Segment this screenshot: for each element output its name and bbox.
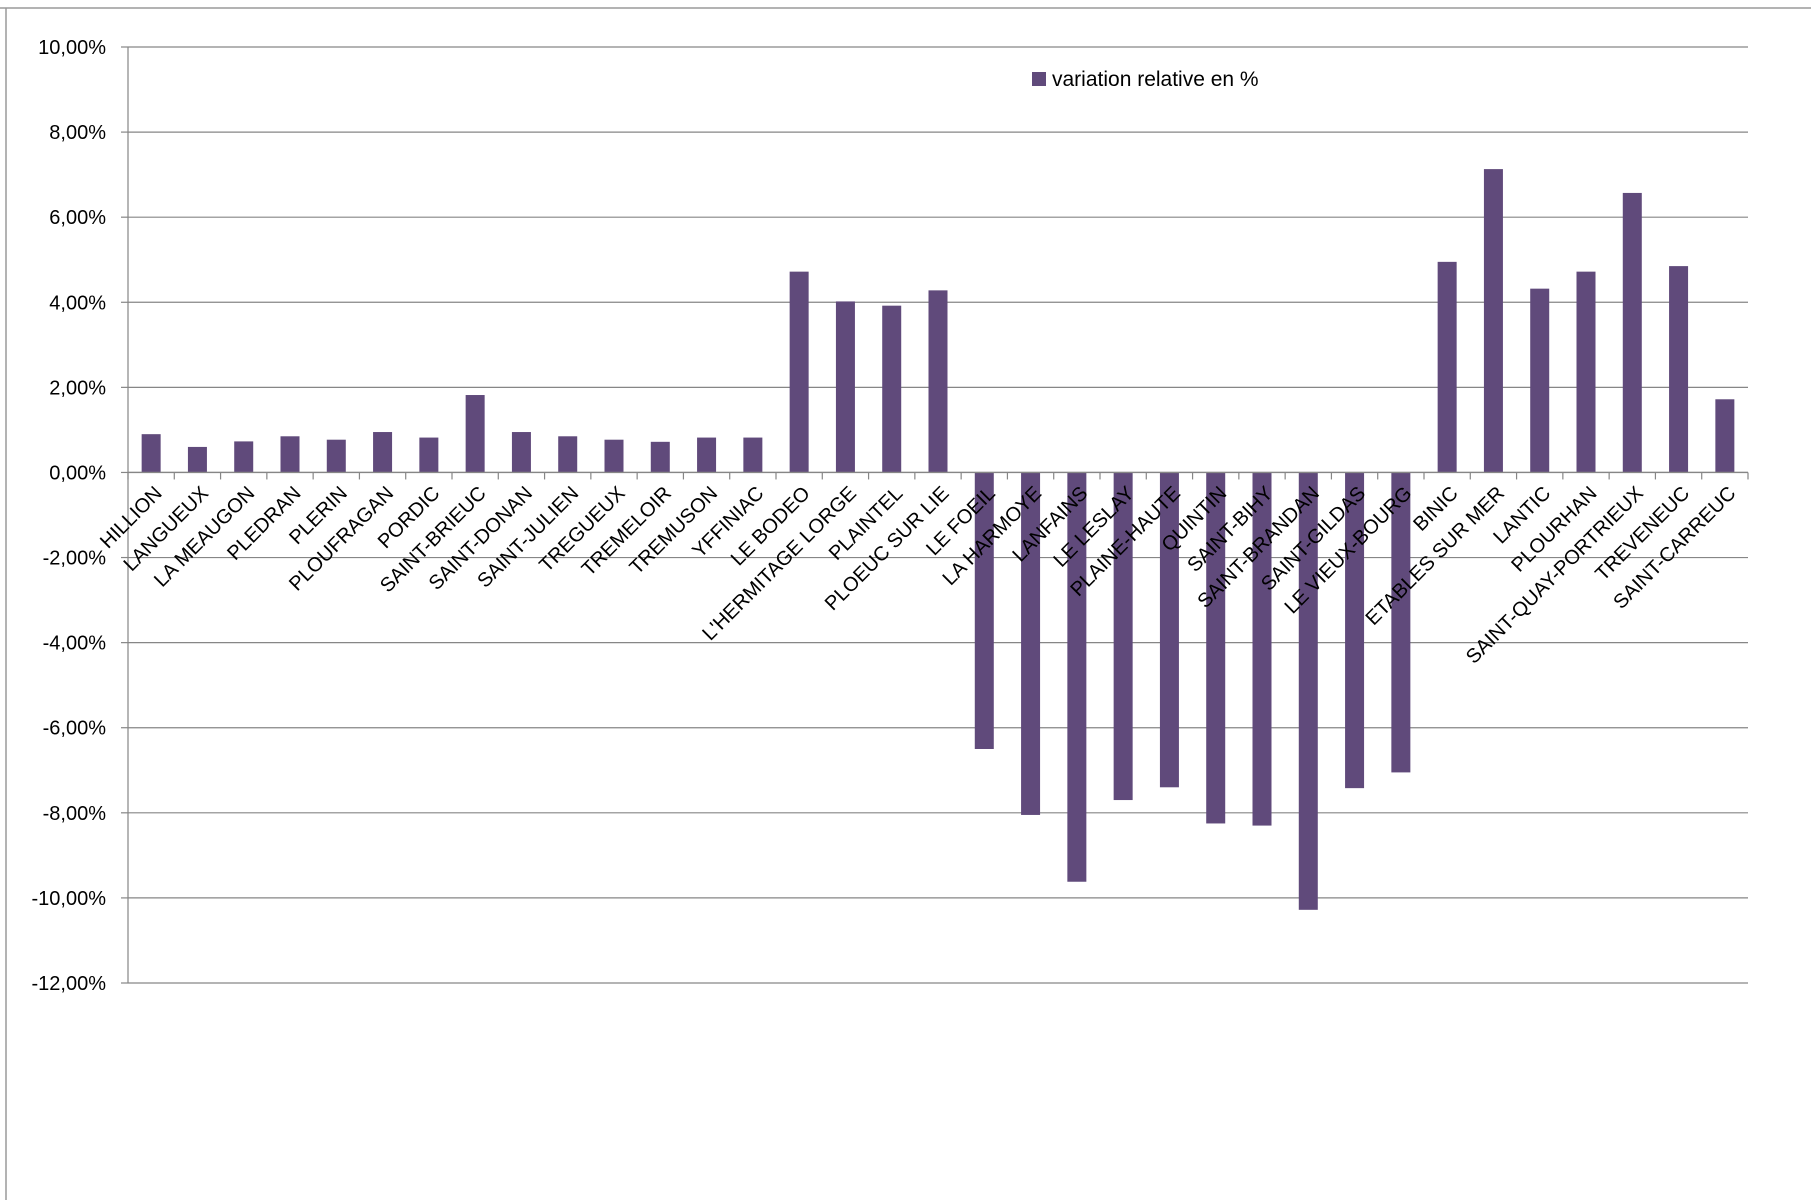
- bar: [326, 439, 346, 473]
- bar: [882, 305, 902, 473]
- bar: [141, 434, 161, 473]
- y-tick-label: 2,00%: [49, 377, 106, 399]
- y-tick-label: -12,00%: [32, 973, 107, 995]
- bar: [1067, 472, 1087, 882]
- bar: [789, 271, 809, 473]
- y-tick-label: -8,00%: [43, 803, 107, 825]
- y-tick-label: -6,00%: [43, 718, 107, 740]
- bar: [1391, 472, 1411, 773]
- bar: [1021, 472, 1041, 815]
- bar: [1715, 399, 1735, 473]
- bar: [234, 441, 254, 473]
- legend-swatch: [1032, 72, 1046, 86]
- bar: [419, 437, 439, 473]
- bar: [373, 432, 393, 473]
- bar: [697, 437, 717, 473]
- y-tick-label: 4,00%: [49, 292, 106, 314]
- y-tick-label: 8,00%: [49, 122, 106, 144]
- y-tick-label: -10,00%: [32, 888, 107, 910]
- bar: [1113, 472, 1133, 801]
- bar: [1159, 472, 1179, 788]
- bar: [1298, 472, 1318, 910]
- bar: [187, 446, 207, 473]
- y-tick-labels: 10,00% 8,00% 6,00% 4,00% 2,00% 0,00% -2,00% -4,…: [32, 37, 107, 995]
- bar: [1622, 192, 1642, 473]
- bar: [1437, 261, 1457, 473]
- bar: [511, 432, 531, 473]
- bars: [141, 169, 1735, 910]
- bar: [928, 290, 948, 473]
- bar: [1576, 271, 1596, 473]
- bar: [604, 439, 624, 473]
- y-tick-label: 0,00%: [49, 462, 106, 484]
- bar: [1206, 472, 1226, 824]
- bar: [558, 436, 578, 473]
- bar: [835, 301, 855, 473]
- bar: [1345, 472, 1365, 789]
- y-tick-label: -2,00%: [43, 548, 107, 570]
- bar: [1530, 288, 1550, 473]
- legend: variation relative en %: [1032, 68, 1259, 91]
- axes: [127, 47, 1749, 983]
- bar: [465, 395, 485, 473]
- bar: [650, 441, 670, 473]
- bar: [280, 436, 300, 473]
- y-tick-label: 10,00%: [38, 37, 106, 59]
- bar: [1252, 472, 1272, 826]
- bar: [1669, 266, 1689, 473]
- legend-label: variation relative en %: [1052, 68, 1259, 91]
- bar: [974, 472, 994, 749]
- y-tick-label: 6,00%: [49, 207, 106, 229]
- y-tick-label: -4,00%: [43, 633, 107, 655]
- bar: [1483, 169, 1503, 473]
- bar: [743, 437, 763, 473]
